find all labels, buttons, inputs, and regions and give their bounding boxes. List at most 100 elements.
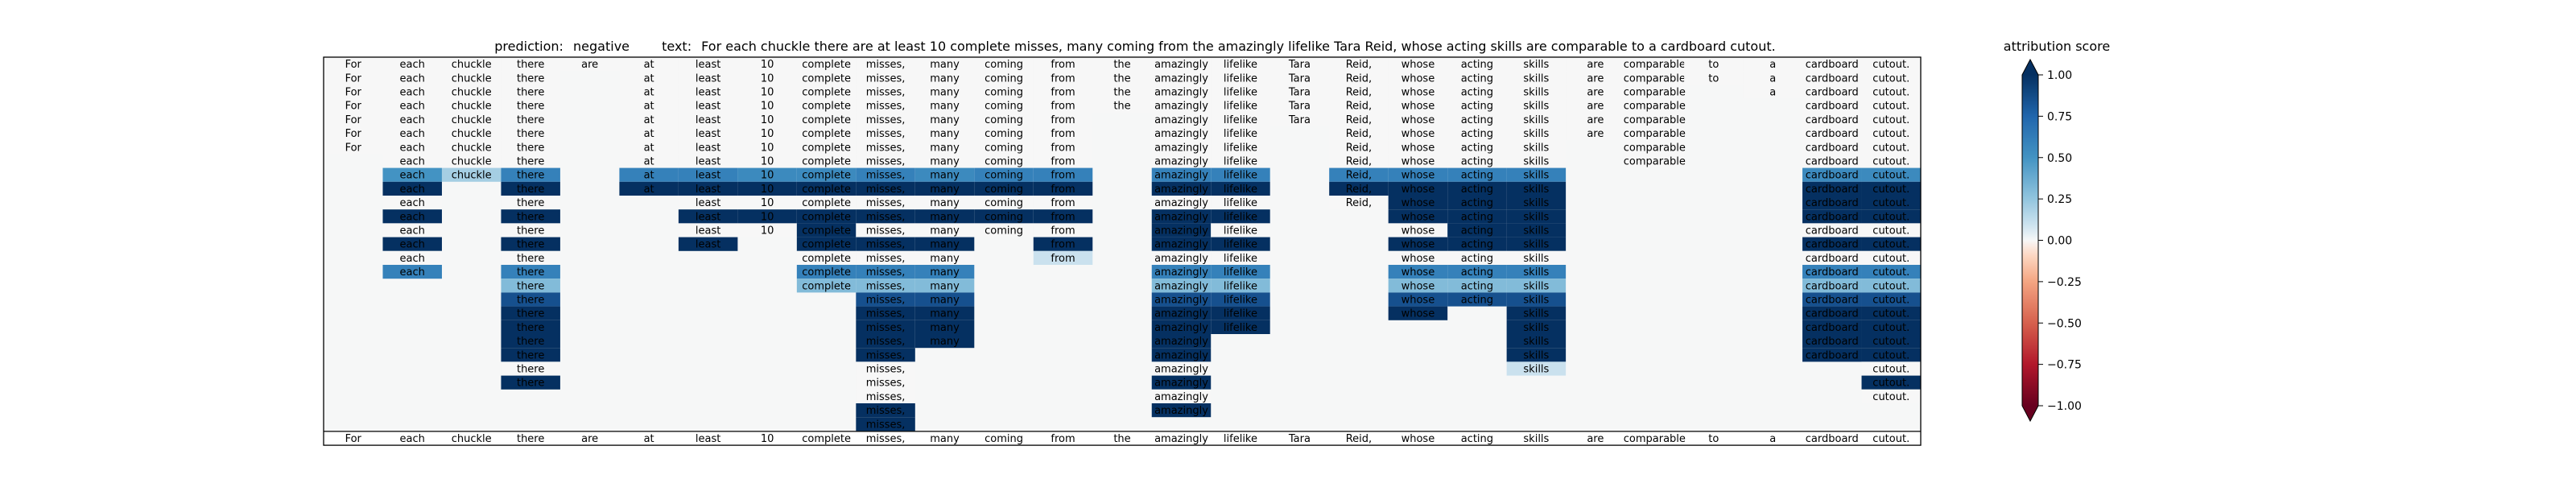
cell-token-label: cardboard: [1806, 156, 1859, 168]
cell-token-label: cardboard: [1806, 225, 1859, 237]
cell-token-label: chuckle: [452, 142, 492, 154]
cell-token-label: cardboard: [1806, 128, 1859, 140]
cell-token-label: are: [1587, 128, 1604, 140]
cell-token-label: skills: [1523, 349, 1549, 361]
cell-token-label: amazingly: [1154, 308, 1208, 320]
cell-token-label: 10: [761, 101, 774, 113]
heatmap-cell: [382, 196, 442, 210]
cell-token-label: cardboard: [1806, 211, 1859, 223]
heatmap-cell: [441, 85, 502, 99]
cell-token-label: 10: [761, 128, 774, 140]
heatmap-cell: [914, 265, 975, 279]
cell-token-label: there: [517, 59, 544, 71]
heatmap-cell: [1506, 306, 1567, 320]
heatmap-cell: [1151, 389, 1212, 403]
colorbar-tick-label: −0.25: [2047, 276, 2082, 289]
cell-token-label: cutout.: [1872, 322, 1909, 334]
cell-token-label: coming: [985, 225, 1023, 237]
cell-token-label: there: [517, 128, 544, 140]
token-label: complete: [802, 433, 851, 445]
heatmap-cell: [1033, 71, 1093, 85]
cell-token-label: 10: [761, 197, 774, 209]
heatmap-cell: [1861, 237, 1921, 251]
cell-token-label: lifelike: [1224, 253, 1257, 265]
cell-token-label: amazingly: [1154, 211, 1208, 223]
cell-token-label: many: [930, 266, 960, 279]
heatmap-cell: [1211, 265, 1270, 279]
cell-token-label: chuckle: [452, 170, 492, 182]
heatmap-cell: [974, 209, 1034, 224]
token-label: 10: [761, 433, 774, 445]
cell-token-label: chuckle: [452, 156, 492, 168]
heatmap-cell: [1506, 181, 1567, 196]
heatmap-cell: [1743, 71, 1803, 85]
cell-token-label: coming: [985, 184, 1023, 196]
heatmap-cell: [856, 57, 915, 72]
heatmap-cell: [1861, 279, 1921, 293]
heatmap-cell: [619, 126, 679, 141]
heatmap-cell: [796, 279, 857, 293]
cell-token-label: cutout.: [1872, 280, 1909, 292]
cell-token-label: amazingly: [1154, 364, 1208, 376]
heatmap-cell: [1506, 112, 1567, 126]
heatmap-cell: [796, 71, 857, 85]
cell-token-label: cutout.: [1872, 211, 1909, 223]
heatmap-cell: [619, 71, 679, 85]
heatmap-cell: [796, 181, 857, 196]
heatmap-cell: [1211, 154, 1270, 168]
heatmap-cell: [1033, 126, 1093, 141]
cell-token-label: acting: [1461, 197, 1493, 209]
heatmap-cell: [856, 98, 915, 113]
prediction-label: negative: [573, 39, 630, 54]
cell-token-label: 10: [761, 156, 774, 168]
cell-token-label: cutout.: [1872, 59, 1909, 71]
colorbar-tick-label: 0.00: [2047, 235, 2072, 248]
heatmap-cell: [1447, 98, 1507, 113]
heatmap-cell: [856, 126, 915, 141]
cell-token-label: skills: [1523, 211, 1549, 223]
cell-token-label: lifelike: [1224, 308, 1257, 320]
heatmap-cell: [324, 126, 383, 141]
cell-token-label: skills: [1523, 225, 1549, 237]
heatmap-cell: [678, 140, 738, 155]
cell-token-label: there: [517, 101, 544, 113]
heatmap-cell: [501, 250, 560, 265]
cell-token-label: acting: [1461, 239, 1493, 251]
heatmap-cell: [1447, 279, 1507, 293]
cell-token-label: many: [930, 170, 960, 182]
heatmap-cell: [501, 306, 560, 320]
heatmap-cell: [1506, 292, 1567, 307]
heatmap-cell: [619, 85, 679, 99]
cell-token-label: many: [930, 280, 960, 292]
cell-token-label: complete: [802, 59, 851, 71]
heatmap-cell: [796, 57, 857, 72]
cell-token-label: amazingly: [1154, 114, 1208, 126]
heatmap-cell: [1861, 306, 1921, 320]
heatmap-cell: [1802, 292, 1862, 307]
heatmap-cell: [1624, 126, 1685, 141]
cell-token-label: complete: [802, 225, 851, 237]
heatmap-cell: [324, 98, 383, 113]
cell-token-label: Reid,: [1346, 72, 1372, 85]
heatmap-cell: [1211, 85, 1270, 99]
cell-token-label: For: [345, 142, 362, 154]
heatmap-cell: [914, 237, 975, 251]
heatmap-cell: [1684, 71, 1744, 85]
cell-token-label: amazingly: [1154, 101, 1208, 113]
heatmap-cell: [1211, 292, 1270, 307]
heatmap-cell: [501, 279, 560, 293]
heatmap-cell: [1388, 57, 1448, 72]
heatmap-cell: [1506, 154, 1567, 168]
cell-token-label: For: [345, 128, 362, 140]
token-label: acting: [1461, 433, 1493, 445]
heatmap-cell: [1151, 196, 1212, 210]
cell-token-label: amazingly: [1154, 349, 1208, 361]
heatmap-cell: [1151, 112, 1212, 126]
heatmap-cell: [1506, 223, 1567, 237]
cell-token-label: coming: [985, 197, 1023, 209]
cell-token-label: skills: [1523, 156, 1549, 168]
heatmap-cell: [382, 112, 442, 126]
heatmap-cell: [1211, 279, 1270, 293]
cell-token-label: many: [930, 253, 960, 265]
cell-token-label: least: [696, 197, 720, 209]
